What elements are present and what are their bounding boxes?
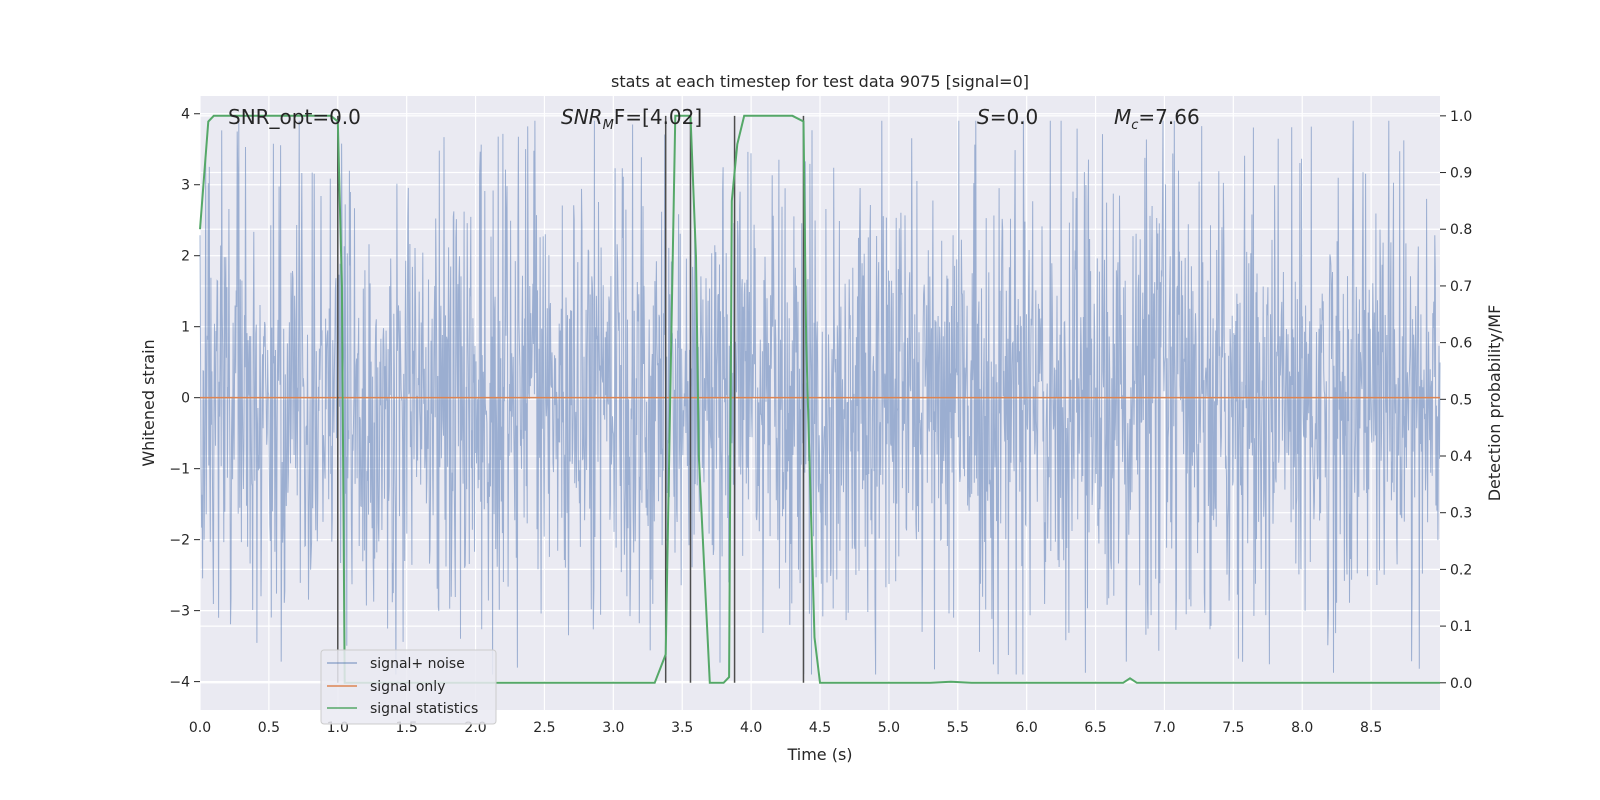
x-tick-label: 5.5 xyxy=(947,720,969,736)
y-left-tick-label: 1 xyxy=(181,320,190,336)
series-signal-noise xyxy=(199,120,1441,675)
legend-label-signal-statistics: signal statistics xyxy=(370,701,478,717)
x-tick-label: 6.5 xyxy=(1084,720,1106,736)
y-left-tick-label: 2 xyxy=(181,249,190,265)
x-tick-label: 4.0 xyxy=(740,720,762,736)
y-right-tick-label: 0.2 xyxy=(1450,562,1472,578)
y-right-tick-label: 1.0 xyxy=(1450,109,1472,125)
y-right-tick-label: 0.9 xyxy=(1450,166,1472,182)
y-right-tick-label: 0.6 xyxy=(1450,336,1472,352)
y-left-tick-label: 0 xyxy=(181,391,190,407)
y-left-tick-labels: 4 3 2 1 0 −1 −2 −3 −4 xyxy=(169,107,190,691)
y-right-tick-label: 0.5 xyxy=(1450,392,1472,408)
annotation-s: S=0.0 xyxy=(977,105,1038,129)
y-axis-label-right: Detection probability/MF xyxy=(1485,305,1504,502)
x-tick-label: 2.5 xyxy=(533,720,555,736)
x-tick-label: 8.0 xyxy=(1291,720,1313,736)
y-left-tick-label: 4 xyxy=(181,107,190,123)
y-right-tick-label: 0.8 xyxy=(1450,222,1472,238)
legend-box xyxy=(320,649,497,725)
x-tick-label: 4.5 xyxy=(809,720,831,736)
y-left-tick-label: −1 xyxy=(169,462,190,478)
legend-label-signal-only: signal only xyxy=(370,679,445,695)
y-right-tick-label: 0.7 xyxy=(1450,279,1472,295)
x-axis-label: Time (s) xyxy=(786,745,852,764)
y-right-tick-label: 0.1 xyxy=(1450,619,1472,635)
y-right-tick-label: 0.3 xyxy=(1450,506,1472,522)
y-right-tick-label: 0.4 xyxy=(1450,449,1472,465)
annotation-mc: Mc=7.66 xyxy=(1114,105,1200,133)
x-tick-label: 5.0 xyxy=(878,720,900,736)
x-tick-label: 3.0 xyxy=(602,720,624,736)
annotation-snr-opt: SNR_opt=0.0 xyxy=(228,105,361,129)
signal-statistics-line xyxy=(199,114,1440,684)
series-signal-statistics xyxy=(199,114,1440,684)
x-tick-label: 0.5 xyxy=(258,720,280,736)
chart-title: stats at each timestep for test data 907… xyxy=(611,72,1029,91)
y-left-tick-label: −2 xyxy=(169,533,190,549)
y-right-tick-label: 0.0 xyxy=(1450,676,1472,692)
y-left-tick-label: 3 xyxy=(181,178,190,194)
annotation-snr-mf: SNRMF=[4.02] xyxy=(561,105,702,133)
x-tick-label: 0.0 xyxy=(189,720,211,736)
x-tick-label: 7.5 xyxy=(1222,720,1244,736)
y-left-tick-label: −4 xyxy=(169,675,190,691)
vertical-marker-lines xyxy=(337,115,805,683)
y-axis-label-left: Whitened strain xyxy=(139,339,158,466)
legend: signal+ noise signal only signal statist… xyxy=(320,649,497,725)
x-tick-label: 3.5 xyxy=(671,720,693,736)
x-tick-label: 7.0 xyxy=(1153,720,1175,736)
y-left-tick-label: −3 xyxy=(169,604,190,620)
noise-trace xyxy=(199,120,1441,675)
x-tick-label: 8.5 xyxy=(1360,720,1382,736)
legend-label-signal-noise: signal+ noise xyxy=(370,656,465,672)
x-tick-label: 6.0 xyxy=(1016,720,1038,736)
y-right-tick-labels: 1.0 0.9 0.8 0.7 0.6 0.5 0.4 0.3 0.2 0.1 0.0 xyxy=(1450,109,1472,692)
